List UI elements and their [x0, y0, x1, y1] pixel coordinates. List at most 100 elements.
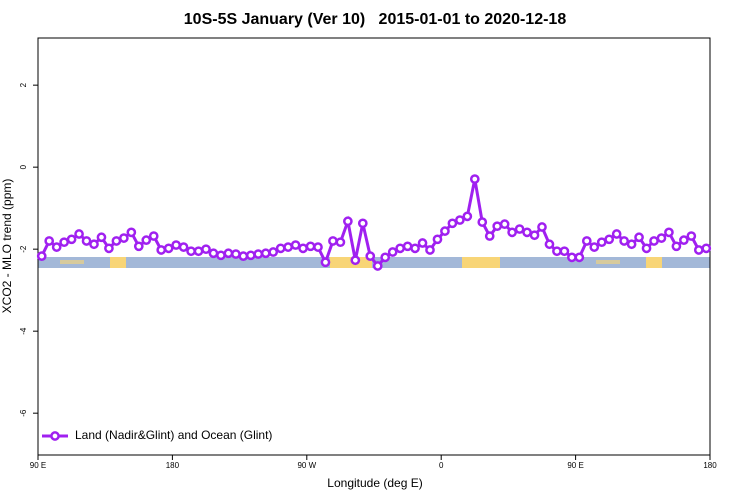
x-tick-label: 90 E: [30, 461, 46, 470]
y-tick-label: -2: [19, 245, 28, 253]
data-point: [253, 249, 264, 259]
data-point: [357, 218, 368, 229]
data-point: [44, 236, 55, 246]
data-point: [89, 239, 99, 250]
data-point: [216, 250, 226, 261]
data-point: [604, 234, 615, 245]
data-point: [141, 235, 152, 245]
data-point: [238, 251, 249, 261]
data-point: [469, 174, 480, 184]
data-point: [298, 243, 308, 254]
data-point: [596, 237, 607, 248]
data-point: [417, 238, 428, 248]
data-point: [66, 234, 77, 245]
data-point: [679, 235, 689, 245]
data-point: [305, 241, 316, 252]
x-tick-label: 180: [166, 461, 180, 470]
data-point: [499, 219, 510, 230]
data-point: [567, 252, 577, 263]
data-point: [313, 242, 323, 252]
data-point: [529, 230, 540, 241]
y-tick-label: -4: [19, 327, 28, 335]
data-point: [410, 243, 420, 254]
data-point: [455, 215, 465, 225]
data-point: [231, 249, 241, 259]
data-point: [559, 246, 570, 257]
data-point: [96, 232, 107, 243]
data-point: [671, 241, 682, 252]
data-point: [126, 227, 137, 238]
data-point: [81, 236, 92, 246]
data-point: [522, 227, 532, 238]
data-point: [104, 243, 114, 254]
data-point: [119, 233, 129, 243]
data-point: [178, 242, 189, 252]
data-point: [387, 247, 398, 257]
x-tick-label: 0: [439, 461, 444, 470]
data-point: [664, 227, 674, 238]
data-point: [372, 261, 383, 271]
y-tick-label: 0: [19, 164, 28, 169]
data-point: [163, 243, 174, 254]
data-point: [507, 227, 517, 238]
data-point: [634, 232, 644, 243]
data-point: [36, 251, 47, 261]
chart-title: 10S-5S January (Ver 10) 2015-01-01 to 20…: [184, 11, 567, 28]
data-point: [641, 243, 652, 254]
y-tick-label: -6: [19, 409, 28, 417]
data-point: [380, 252, 391, 263]
legend-label: Land (Nadir&Glint) and Ocean (Glint): [75, 428, 272, 442]
y-tick-label: 2: [19, 82, 28, 87]
data-point: [365, 251, 376, 261]
data-point: [425, 245, 435, 255]
data-point: [626, 239, 637, 250]
data-point: [544, 239, 555, 250]
x-tick-label: 90 E: [567, 461, 583, 470]
data-point: [514, 224, 525, 234]
data-point: [447, 218, 458, 229]
data-point: [275, 243, 286, 254]
data-point: [492, 221, 503, 232]
data-point: [350, 255, 361, 266]
data-point: [395, 243, 405, 254]
data-point: [484, 231, 495, 241]
data-point: [343, 216, 353, 227]
data-point: [477, 217, 488, 227]
data-point: [260, 248, 271, 259]
data-point: [402, 241, 413, 252]
data-point: [51, 242, 62, 252]
data-point: [59, 237, 69, 248]
data-point: [186, 246, 196, 257]
data-point: [440, 226, 450, 236]
data-point: [223, 248, 234, 259]
legend-marker: [50, 431, 60, 441]
y-axis-label: XCO2 - MLO trend (ppm): [0, 179, 14, 314]
data-point: [701, 243, 712, 254]
x-tick-label: 90 W: [297, 461, 316, 470]
data-point: [581, 236, 592, 246]
data-point: [171, 240, 181, 250]
data-point: [74, 229, 84, 239]
data-point: [686, 231, 697, 241]
data-point: [193, 246, 204, 257]
data-point: [432, 234, 443, 245]
data-point: [462, 211, 473, 222]
x-tick-label: 180: [703, 461, 717, 470]
data-point: [283, 242, 293, 252]
data-point: [111, 236, 122, 246]
data-point: [133, 241, 144, 252]
data-point: [335, 237, 346, 248]
data-point: [268, 247, 279, 257]
data-point: [320, 257, 331, 268]
data-point: [148, 231, 159, 241]
data-point: [328, 236, 338, 246]
data-point: [552, 246, 562, 257]
data-point: [619, 236, 629, 246]
data-point: [201, 244, 211, 255]
data-point: [290, 240, 301, 250]
data-point: [611, 229, 622, 239]
data-point: [649, 236, 659, 246]
data-point: [589, 242, 600, 252]
data-point: [574, 252, 585, 263]
